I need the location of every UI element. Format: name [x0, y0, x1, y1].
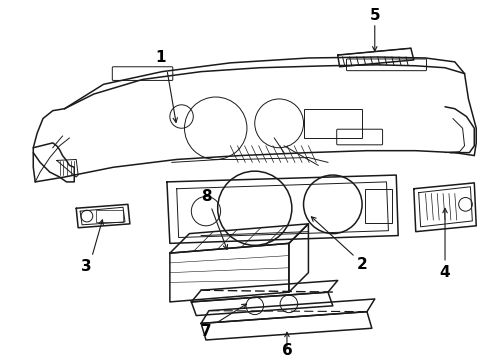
Text: 4: 4	[440, 265, 450, 280]
Text: 6: 6	[282, 343, 293, 358]
Text: 8: 8	[201, 189, 211, 204]
Text: 2: 2	[357, 257, 368, 272]
Text: 1: 1	[155, 50, 165, 66]
Bar	[303, 109, 362, 138]
Bar	[365, 189, 392, 223]
Bar	[96, 210, 123, 222]
Text: 3: 3	[81, 259, 91, 274]
Text: 5: 5	[369, 8, 380, 23]
Text: 7: 7	[201, 324, 211, 339]
